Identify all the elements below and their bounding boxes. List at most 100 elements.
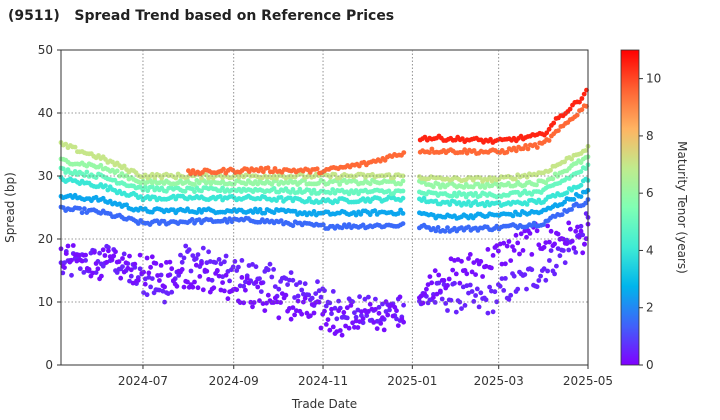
- grid-layer: [61, 50, 588, 365]
- data-point: [106, 248, 111, 254]
- data-point: [81, 270, 87, 275]
- data-point: [466, 199, 471, 205]
- data-point: [388, 303, 394, 308]
- data-point: [193, 262, 199, 268]
- data-point: [141, 269, 147, 275]
- data-point: [90, 270, 95, 276]
- data-point: [308, 313, 313, 319]
- data-point: [501, 288, 507, 293]
- data-point: [534, 284, 540, 290]
- colorbar-tick-label: 0: [646, 358, 654, 372]
- data-point: [82, 173, 87, 178]
- data-point: [541, 222, 546, 228]
- data-point: [583, 166, 589, 171]
- data-point: [327, 327, 333, 333]
- data-point: [227, 278, 233, 284]
- data-point: [93, 270, 99, 275]
- data-point: [524, 286, 529, 292]
- data-point: [350, 320, 355, 326]
- data-point: [199, 261, 204, 266]
- data-point: [221, 166, 226, 172]
- data-point: [422, 291, 427, 296]
- data-point: [69, 257, 74, 263]
- data-point: [200, 287, 206, 293]
- data-point: [194, 210, 200, 216]
- data-point: [373, 307, 378, 312]
- data-point: [457, 299, 463, 305]
- data-point: [510, 244, 515, 250]
- data-point: [462, 147, 468, 153]
- data-point: [524, 174, 530, 180]
- data-point: [480, 274, 485, 279]
- data-point: [316, 288, 322, 294]
- data-point: [545, 268, 550, 274]
- data-point: [436, 280, 442, 286]
- data-point: [192, 182, 197, 187]
- data-point: [478, 290, 484, 296]
- data-point: [224, 219, 230, 225]
- data-point: [366, 309, 371, 314]
- data-point: [276, 315, 282, 321]
- data-point: [294, 282, 299, 288]
- data-point: [167, 259, 173, 265]
- data-point: [518, 231, 524, 237]
- colorbar-tick-label: 6: [646, 186, 654, 200]
- data-point: [566, 220, 572, 226]
- data-point: [551, 120, 557, 126]
- data-point: [421, 195, 427, 201]
- data-point: [515, 240, 521, 246]
- data-point: [189, 217, 195, 222]
- data-point: [504, 243, 510, 249]
- data-point: [453, 309, 459, 315]
- x-axis-label: Trade Date: [291, 397, 357, 411]
- data-point: [327, 300, 333, 306]
- data-point: [253, 264, 259, 270]
- data-point: [571, 197, 577, 202]
- data-point: [506, 239, 512, 244]
- data-point: [515, 286, 521, 292]
- data-point: [137, 266, 143, 272]
- data-point: [223, 272, 229, 278]
- data-point: [323, 322, 329, 327]
- data-point: [464, 271, 470, 277]
- data-point: [580, 250, 586, 256]
- data-point: [135, 277, 141, 283]
- data-point: [381, 327, 387, 333]
- data-point: [339, 332, 345, 338]
- data-point: [236, 264, 241, 270]
- data-point: [138, 194, 144, 200]
- data-point: [290, 223, 296, 229]
- data-point: [476, 304, 482, 310]
- data-point: [529, 267, 535, 273]
- data-point: [250, 262, 255, 267]
- data-point: [432, 268, 438, 274]
- data-point: [346, 325, 352, 331]
- data-point: [70, 243, 76, 248]
- data-point: [132, 261, 138, 267]
- data-point: [169, 289, 175, 295]
- data-point: [213, 260, 219, 265]
- data-point: [401, 302, 406, 308]
- data-point: [543, 277, 549, 283]
- data-point: [524, 234, 529, 240]
- data-point: [513, 232, 519, 238]
- data-point: [462, 303, 468, 308]
- data-point: [562, 159, 567, 165]
- data-point: [292, 208, 298, 214]
- data-point: [262, 210, 268, 216]
- data-point: [60, 166, 66, 172]
- data-point: [283, 292, 289, 298]
- data-point: [329, 311, 334, 317]
- data-point: [525, 146, 531, 152]
- data-point: [271, 267, 276, 272]
- data-point: [69, 272, 74, 278]
- data-point: [534, 182, 539, 188]
- data-point: [299, 287, 305, 293]
- data-point: [578, 160, 584, 166]
- data-point: [239, 275, 245, 280]
- data-point: [299, 311, 305, 317]
- data-point: [499, 276, 505, 281]
- data-point: [318, 325, 324, 331]
- data-point: [372, 208, 378, 214]
- data-point: [123, 260, 129, 266]
